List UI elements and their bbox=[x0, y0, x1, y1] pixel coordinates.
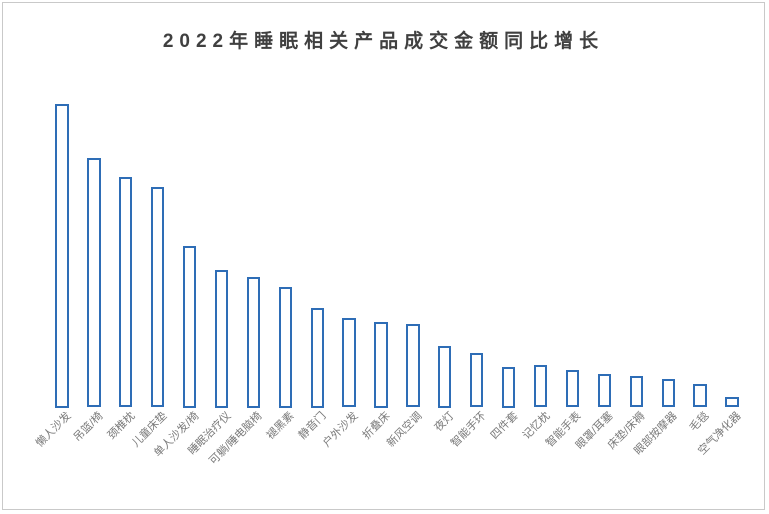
bar bbox=[629, 375, 643, 408]
bar bbox=[278, 286, 292, 408]
bar bbox=[55, 103, 69, 408]
bar bbox=[438, 345, 452, 408]
x-axis-label: 吊篮/椅 bbox=[71, 410, 106, 444]
bar bbox=[533, 364, 548, 408]
bar bbox=[214, 269, 229, 408]
bar bbox=[693, 384, 707, 408]
bar bbox=[87, 157, 101, 408]
bar bbox=[119, 177, 133, 408]
bar bbox=[597, 374, 611, 408]
bar bbox=[151, 187, 165, 408]
bar bbox=[406, 323, 420, 408]
bar bbox=[310, 307, 324, 408]
bar bbox=[470, 353, 484, 408]
chart-title: 2022年睡眠相关产品成交金额同比增长 bbox=[162, 31, 605, 52]
bar bbox=[182, 245, 197, 408]
bar bbox=[725, 396, 739, 408]
bar bbox=[374, 321, 388, 408]
bar bbox=[501, 366, 516, 408]
x-axis-label: 懒人沙发 bbox=[33, 410, 74, 450]
bar bbox=[565, 370, 580, 408]
x-axis-label: 夜灯 bbox=[432, 410, 457, 435]
x-axis-label: 褪黑素 bbox=[264, 410, 297, 442]
bar bbox=[246, 276, 260, 408]
x-axis-label: 毛毯 bbox=[687, 410, 712, 435]
bar bbox=[342, 318, 356, 408]
x-axis-label: 四件套 bbox=[488, 410, 521, 442]
plot-area: 懒人沙发 吊篮/椅 颈椎枕 儿童床垫 单人沙发/椅 睡眠治疗仪 可躺/睡电脑椅 褪黑素 静音门户… bbox=[3, 3, 764, 509]
bar bbox=[661, 378, 675, 408]
